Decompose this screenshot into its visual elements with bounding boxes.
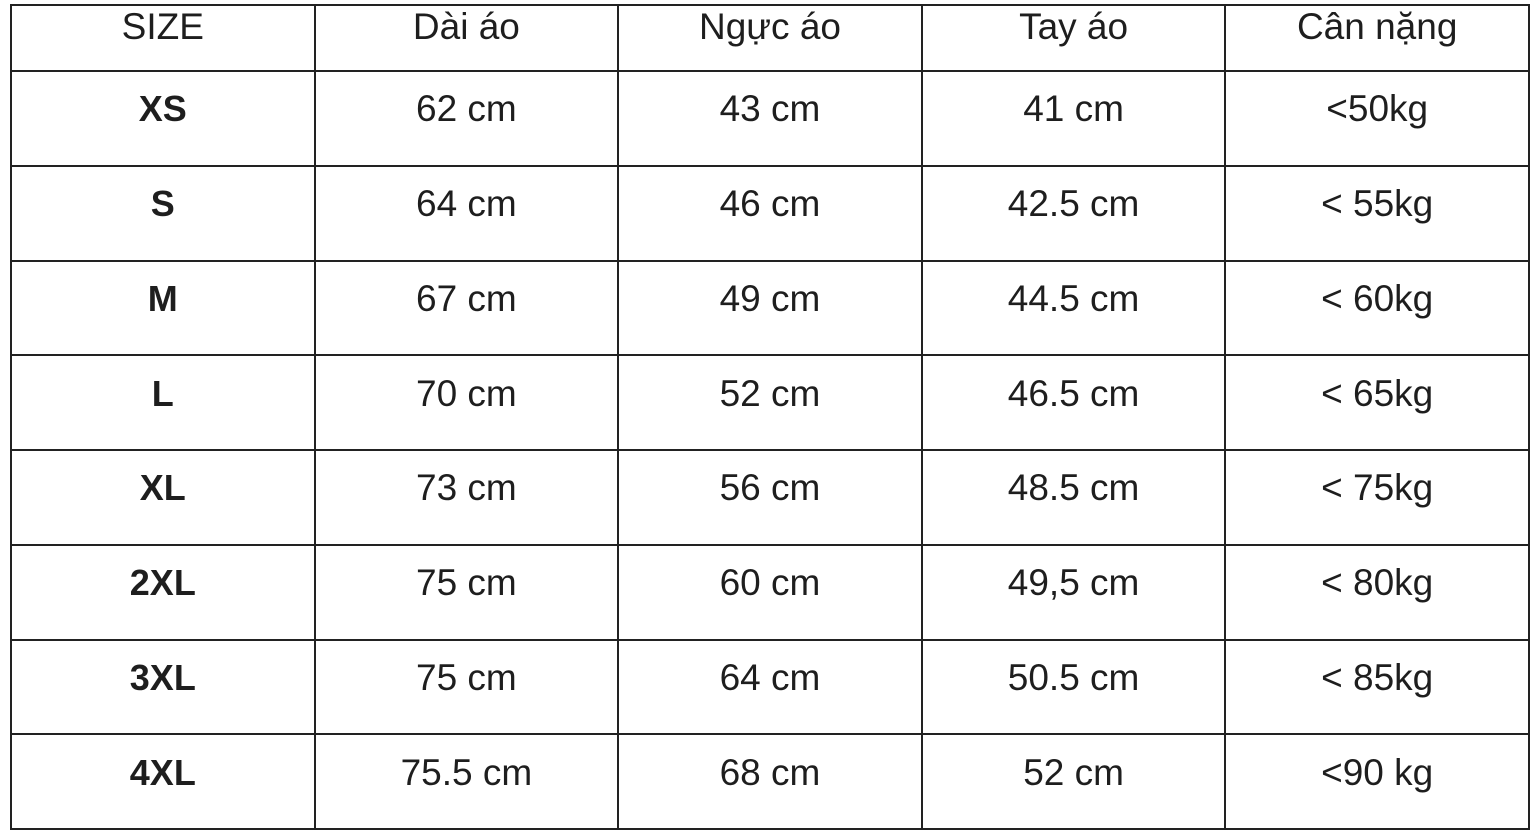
value-cell: < 55kg bbox=[1224, 164, 1530, 262]
header-cell: Dài áo bbox=[313, 4, 620, 72]
value-cell: 49,5 cm bbox=[920, 543, 1227, 641]
value-cell: 75.5 cm bbox=[313, 733, 620, 830]
size-cell: 4XL bbox=[10, 733, 316, 830]
value-cell: 46.5 cm bbox=[920, 354, 1227, 451]
value-cell: 52 cm bbox=[617, 354, 923, 451]
value-cell: 68 cm bbox=[617, 733, 923, 830]
size-cell: XL bbox=[10, 449, 316, 546]
table-row: 4XL 75.5 cm 68 cm 52 cm <90 kg bbox=[10, 733, 1530, 830]
header-cell: Ngực áo bbox=[617, 4, 923, 72]
value-cell: <90 kg bbox=[1224, 733, 1530, 830]
size-cell: L bbox=[10, 354, 316, 451]
table-row: 3XL 75 cm 64 cm 50.5 cm < 85kg bbox=[10, 638, 1530, 736]
table-body: XS 62 cm 43 cm 41 cm <50kg S 64 cm 46 cm 42.5 cm… bbox=[10, 70, 1530, 830]
size-cell: XS bbox=[10, 70, 316, 167]
header-row: SIZE Dài áo Ngực áo Tay áo Cân nặng bbox=[10, 4, 1530, 72]
value-cell: 75 cm bbox=[313, 638, 620, 736]
value-cell: 52 cm bbox=[920, 733, 1227, 830]
value-cell: 62 cm bbox=[313, 70, 620, 167]
header-cell: SIZE bbox=[10, 4, 316, 72]
value-cell: 42.5 cm bbox=[920, 164, 1227, 262]
size-cell: M bbox=[10, 259, 316, 357]
value-cell: 46 cm bbox=[617, 164, 923, 262]
table-row: L 70 cm 52 cm 46.5 cm < 65kg bbox=[10, 354, 1530, 451]
value-cell: < 65kg bbox=[1224, 354, 1530, 451]
size-table: SIZE Dài áo Ngực áo Tay áo Cân nặng XS 62 cm 4… bbox=[10, 4, 1530, 830]
value-cell: 56 cm bbox=[617, 449, 923, 546]
value-cell: 60 cm bbox=[617, 543, 923, 641]
header-cell: Tay áo bbox=[920, 4, 1227, 72]
value-cell: < 75kg bbox=[1224, 449, 1530, 546]
value-cell: < 85kg bbox=[1224, 638, 1530, 736]
value-cell: 64 cm bbox=[617, 638, 923, 736]
value-cell: < 80kg bbox=[1224, 543, 1530, 641]
value-cell: 49 cm bbox=[617, 259, 923, 357]
size-cell: 2XL bbox=[10, 543, 316, 641]
value-cell: 44.5 cm bbox=[920, 259, 1227, 357]
table-row: M 67 cm 49 cm 44.5 cm < 60kg bbox=[10, 259, 1530, 357]
value-cell: 70 cm bbox=[313, 354, 620, 451]
value-cell: 50.5 cm bbox=[920, 638, 1227, 736]
value-cell: 41 cm bbox=[920, 70, 1227, 167]
size-table-container: SIZE Dài áo Ngực áo Tay áo Cân nặng XS 62 cm 4… bbox=[10, 4, 1530, 830]
value-cell: <50kg bbox=[1224, 70, 1530, 167]
value-cell: 67 cm bbox=[313, 259, 620, 357]
value-cell: 64 cm bbox=[313, 164, 620, 262]
size-cell: S bbox=[10, 164, 316, 262]
table-row: XL 73 cm 56 cm 48.5 cm < 75kg bbox=[10, 449, 1530, 546]
value-cell: 43 cm bbox=[617, 70, 923, 167]
value-cell: 73 cm bbox=[313, 449, 620, 546]
table-row: S 64 cm 46 cm 42.5 cm < 55kg bbox=[10, 164, 1530, 262]
table-row: 2XL 75 cm 60 cm 49,5 cm < 80kg bbox=[10, 543, 1530, 641]
value-cell: 48.5 cm bbox=[920, 449, 1227, 546]
table-row: XS 62 cm 43 cm 41 cm <50kg bbox=[10, 70, 1530, 167]
value-cell: < 60kg bbox=[1224, 259, 1530, 357]
value-cell: 75 cm bbox=[313, 543, 620, 641]
header-cell: Cân nặng bbox=[1224, 4, 1530, 72]
size-cell: 3XL bbox=[10, 638, 316, 736]
